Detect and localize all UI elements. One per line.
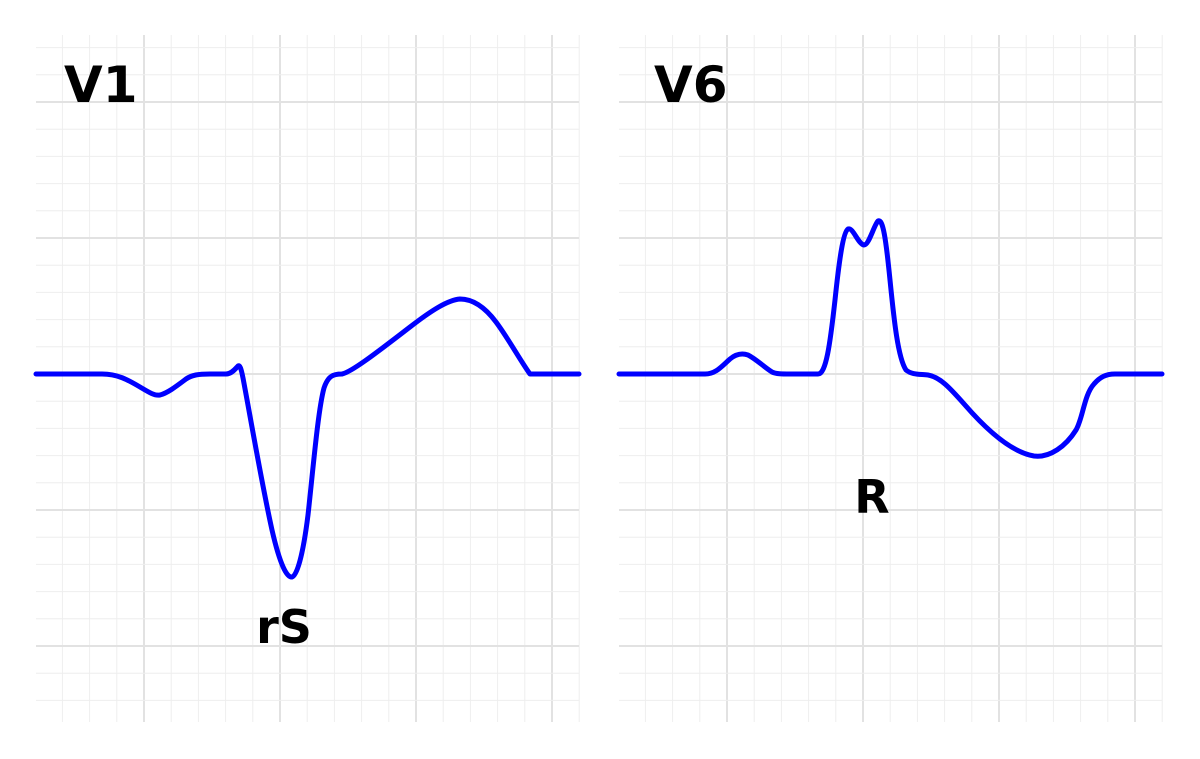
complex-label-rs: rS xyxy=(256,600,312,654)
lead-label-v1: V1 xyxy=(64,56,138,114)
panel-v1: V1 rS xyxy=(33,35,582,722)
ecg-grid-v6 xyxy=(619,35,1163,722)
ecg-grid-v1 xyxy=(36,35,580,722)
lead-label-v6: V6 xyxy=(654,56,728,114)
ecg-trace-v6 xyxy=(616,218,1165,459)
complex-label-r: R xyxy=(854,470,889,524)
ecg-trace-v1 xyxy=(33,296,582,580)
panel-v6: V6 R xyxy=(616,35,1165,722)
